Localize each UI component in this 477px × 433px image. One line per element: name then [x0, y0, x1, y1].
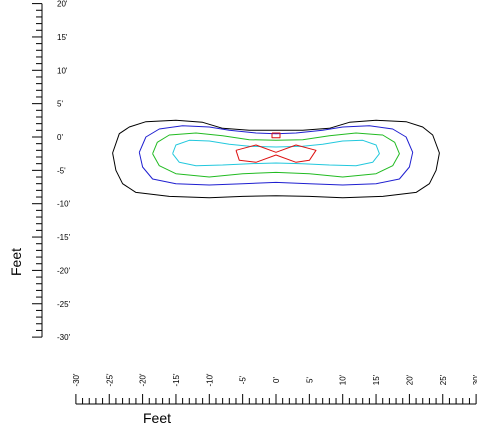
y-tick-label: 0'	[57, 133, 63, 142]
x-tick-label: -15'	[172, 373, 181, 387]
x-tick-labels: -30' -25' -20' -15' -10' -5' 0' 5' 10' 15' 20' 25' 3…	[72, 373, 477, 387]
y-tick-marks	[32, 3, 42, 338]
x-tick-label: -10'	[205, 373, 214, 387]
contour-line-1	[112, 119, 440, 199]
x-tick-label: -5'	[239, 375, 248, 384]
y-tick-label: -25'	[57, 300, 71, 309]
contour-line-2	[138, 125, 414, 186]
x-tick-label: 30'	[472, 374, 477, 385]
y-tick-label: -15'	[57, 233, 71, 242]
y-tick-label: 20'	[57, 0, 68, 9]
y-axis-title: Feet	[8, 248, 24, 276]
x-axis-title: Feet	[143, 410, 171, 426]
contour-line-5	[235, 144, 317, 163]
y-axis: 20' 15' 10' 5' 0' -5' -10' -15' -20' -25' -30'	[32, 0, 71, 342]
contour-line-4	[172, 139, 380, 167]
x-tick-label: 20'	[405, 374, 414, 385]
x-axis: -30' -25' -20' -15' -10' -5' 0' 5' 10' 15' 20' 25' 3…	[72, 373, 477, 405]
y-tick-label: 5'	[57, 100, 63, 109]
y-tick-label: -20'	[57, 266, 71, 275]
x-tick-marks	[75, 394, 477, 404]
x-tick-label: 25'	[439, 374, 448, 385]
x-tick-label: -20'	[139, 373, 148, 387]
x-tick-label: 10'	[339, 374, 348, 385]
contour-lines	[112, 119, 440, 199]
x-tick-label: -25'	[105, 373, 114, 387]
contour-line-3	[152, 132, 400, 178]
y-tick-labels: 20' 15' 10' 5' 0' -5' -10' -15' -20' -25' -30'	[57, 0, 71, 342]
y-tick-label: -30'	[57, 333, 71, 342]
y-tick-label: -5'	[57, 166, 66, 175]
y-tick-label: 15'	[57, 33, 68, 42]
x-tick-label: 5'	[305, 377, 314, 383]
y-tick-label: 10'	[57, 66, 68, 75]
x-tick-label: -30'	[72, 373, 81, 387]
x-tick-label: 0'	[272, 377, 281, 383]
x-tick-label: 15'	[372, 374, 381, 385]
y-tick-label: -10'	[57, 200, 71, 209]
contour-line-6	[271, 132, 281, 139]
